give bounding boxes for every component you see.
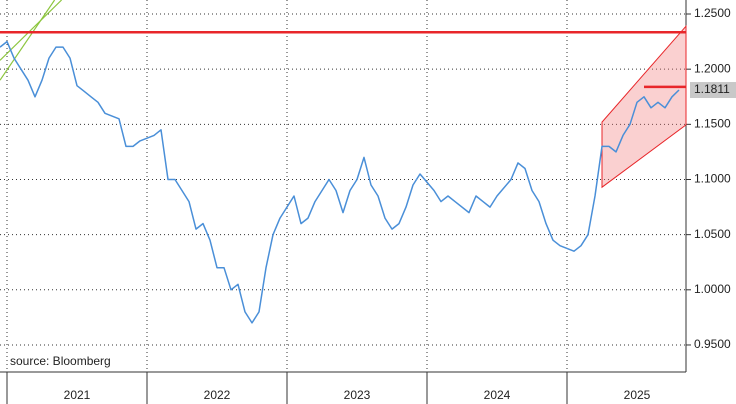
last-value-box <box>690 82 736 99</box>
y-tick-label: 1.0500 <box>694 227 731 241</box>
x-tick-label: 2021 <box>64 388 91 402</box>
y-tick-label: 0.9500 <box>694 337 731 351</box>
last-value-label: 1.1811 <box>694 82 730 96</box>
y-tick-label: 1.0000 <box>694 282 731 296</box>
y-tick-label: 1.2000 <box>694 61 731 75</box>
x-tick-label: 2024 <box>484 388 511 402</box>
channel <box>601 24 687 189</box>
source-note: source: Bloomberg <box>10 354 111 368</box>
x-tick-label: 2022 <box>204 388 231 402</box>
trend-line <box>0 0 56 81</box>
x-tick-label: 2023 <box>344 388 371 402</box>
x-tick-label: 2025 <box>624 388 651 402</box>
trend-line <box>0 0 63 61</box>
price-line <box>0 40 680 324</box>
y-tick-label: 1.1000 <box>694 172 731 186</box>
y-tick-label: 1.2500 <box>694 6 731 20</box>
y-tick-label: 1.1500 <box>694 117 731 131</box>
